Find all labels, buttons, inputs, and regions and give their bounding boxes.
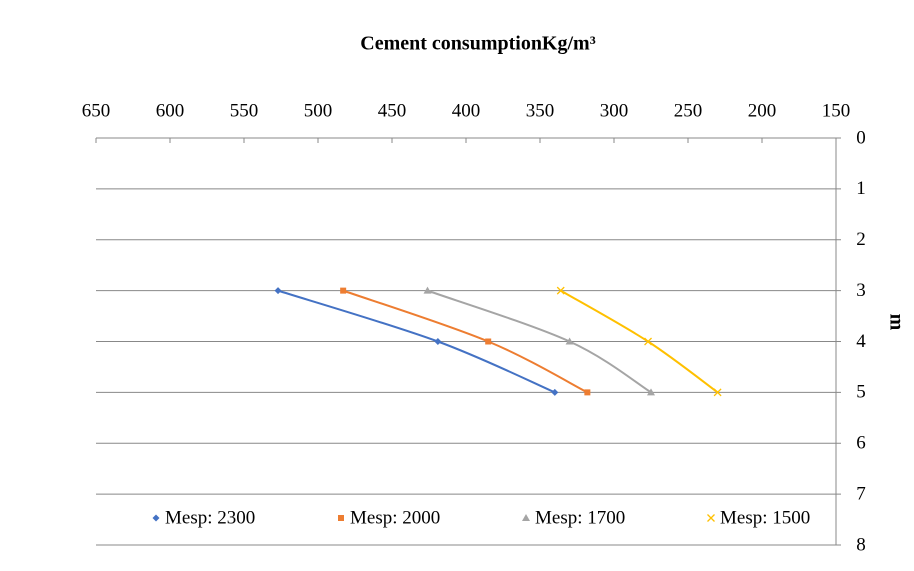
x-tick-label: 500 [304,100,333,121]
x-tick-label: 200 [748,100,777,121]
y-tick-label: 1 [856,178,866,199]
legend-marker [338,515,344,521]
x-tick-label: 550 [230,100,259,121]
legend-marker [152,514,160,522]
legend-label: Mesp: 1500 [720,507,810,528]
x-tick-label: 350 [526,100,555,121]
y-tick-label: 7 [856,483,866,504]
marker [647,388,655,396]
x-tick-label: 300 [600,100,629,121]
marker [423,286,432,294]
x-tick-label: 600 [156,100,185,121]
marker [551,388,559,396]
x-tick-label: 250 [674,100,703,121]
y-tick-label: 6 [856,433,866,454]
marker [565,337,574,345]
y-tick-label: 4 [856,331,866,352]
marker [584,389,591,396]
legend-label: Mesp: 2300 [165,507,255,528]
y-tick-label: 8 [856,534,866,555]
marker [434,338,442,345]
marker [485,338,492,345]
x-tick-label: 150 [822,100,851,121]
y-tick-label: 3 [856,280,866,301]
marker [274,287,282,295]
marker [340,287,347,294]
x-tick-label: 400 [452,100,481,121]
y-tick-label: 2 [856,229,866,250]
chart-title: Cement consumptionKg/m³ [360,33,595,55]
legend-label: Mesp: 1700 [535,507,625,528]
marker [713,388,722,397]
y-tick-label: 0 [856,127,866,148]
x-tick-label: 450 [378,100,407,121]
series-line [427,289,652,394]
marker [556,286,565,295]
legend-marker [522,514,530,521]
x-tick-label: 650 [82,100,111,121]
y-tick-label: 5 [856,382,866,403]
legend-label: Mesp: 2000 [350,507,440,528]
legend-marker [707,514,715,522]
marker [644,337,652,346]
y-axis-label: m [885,314,907,331]
